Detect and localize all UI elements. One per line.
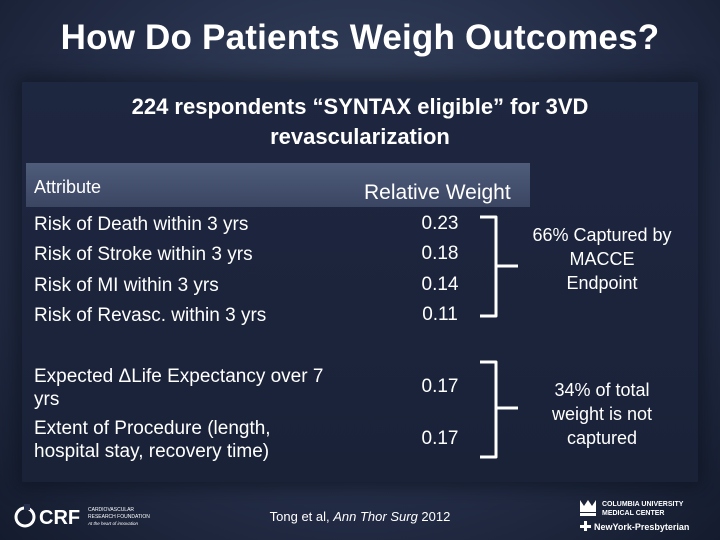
crf-logo-line3: At the heart of innovation xyxy=(87,521,139,526)
row-attribute-procedure-extent: Extent of Procedure (length, hospital st… xyxy=(34,418,271,462)
header-attribute: Attribute xyxy=(34,177,102,197)
crf-logo-line2: RESEARCH FOUNDATION xyxy=(88,514,150,520)
row-attribute-mi: Risk of MI within 3 yrs xyxy=(34,275,219,296)
citation-year: 2012 xyxy=(417,509,451,524)
crown-icon xyxy=(580,500,596,516)
header-relative-weight: Relative Weight xyxy=(364,181,511,204)
row-weight-mi: 0.14 xyxy=(421,274,459,295)
citation-journal: Ann Thor Surg xyxy=(333,509,418,524)
citation-authors: Tong et al, xyxy=(269,509,334,524)
crf-logo-mark: CRF xyxy=(39,507,80,529)
row-attribute-revasc: Risk of Revasc. within 3 yrs xyxy=(34,305,267,326)
content-panel xyxy=(22,82,698,482)
citation: Tong et al, Ann Thor Surg 2012 xyxy=(0,509,720,524)
table-header-bar xyxy=(26,163,530,207)
columbia-nyp-logo: COLUMBIA UNIVERSITY MEDICAL CENTER NewYo… xyxy=(580,500,689,532)
columbia-line1: COLUMBIA UNIVERSITY xyxy=(602,501,684,508)
crf-logo-line1: CARDIOVASCULAR xyxy=(88,507,134,513)
row-weight-procedure-extent: 0.17 xyxy=(421,428,459,449)
row-weight-revasc: 0.11 xyxy=(422,304,458,325)
note-macce-captured: 66% Captured by MACCE Endpoint xyxy=(532,225,672,293)
nyp-line: NewYork-Presbyterian xyxy=(594,522,689,532)
row-weight-death: 0.23 xyxy=(421,213,459,234)
row-attribute-life-expectancy: Expected ΔLife Expectancy over 7 yrs xyxy=(34,366,324,410)
note-not-captured: 34% of total weight is not captured xyxy=(551,380,653,448)
slide-subtitle: 224 respondents “SYNTAX eligible” for 3V… xyxy=(131,94,589,149)
crf-logo: CRF CARDIOVASCULAR RESEARCH FOUNDATION A… xyxy=(14,504,150,529)
row-attribute-death: Risk of Death within 3 yrs xyxy=(34,214,249,235)
bracket-group-1 xyxy=(480,215,518,318)
bracket-group-2 xyxy=(480,360,518,459)
row-weight-life-expectancy: 0.17 xyxy=(421,376,459,397)
row-attribute-stroke: Risk of Stroke within 3 yrs xyxy=(34,244,253,265)
slide-title: How Do Patients Weigh Outcomes? xyxy=(60,18,660,57)
row-weight-stroke: 0.18 xyxy=(421,243,459,264)
grouping-brackets xyxy=(480,215,518,459)
crf-logo-mark-icon xyxy=(14,506,36,528)
nyp-mark-icon xyxy=(580,521,591,531)
columbia-line2: MEDICAL CENTER xyxy=(602,510,664,517)
